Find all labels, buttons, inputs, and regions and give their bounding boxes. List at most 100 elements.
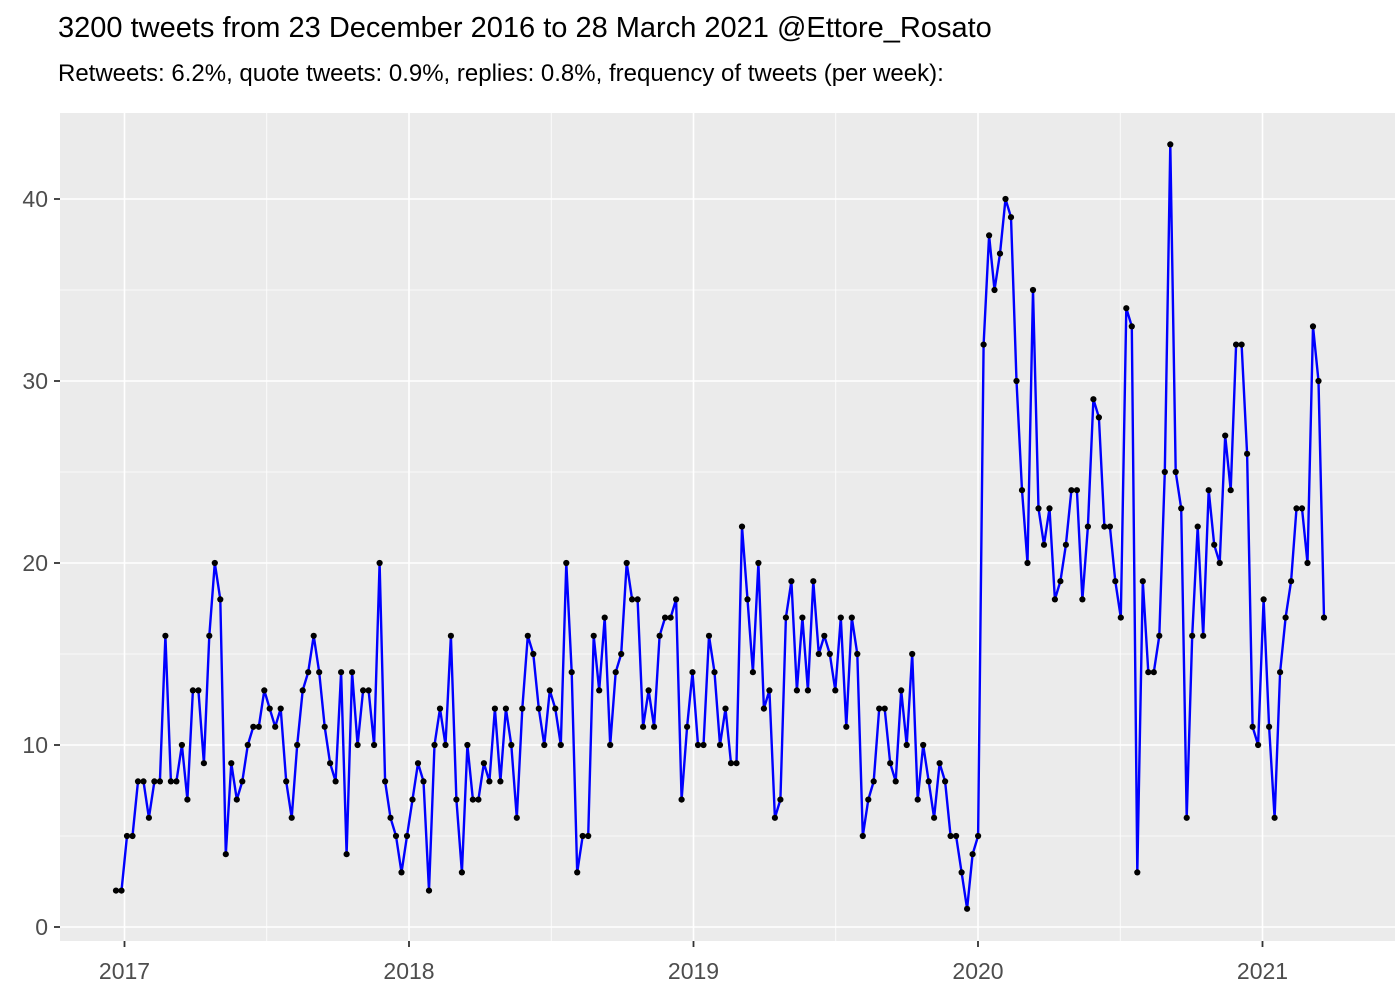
x-axis-label: 2021 <box>1237 958 1288 984</box>
data-point <box>925 778 932 785</box>
data-point <box>612 669 619 676</box>
data-point <box>508 741 515 749</box>
data-point <box>711 669 718 676</box>
data-point <box>936 760 943 767</box>
data-point <box>881 705 888 712</box>
data-point <box>266 705 273 712</box>
data-point <box>749 669 757 676</box>
data-point <box>788 578 795 585</box>
data-point <box>343 851 350 858</box>
data-point <box>123 832 131 840</box>
data-point <box>1260 596 1267 603</box>
data-point <box>601 614 608 621</box>
y-axis-label: 30 <box>22 368 48 394</box>
data-point <box>387 814 394 821</box>
data-point <box>1150 669 1157 676</box>
data-point <box>1200 632 1207 639</box>
data-point <box>942 778 949 785</box>
data-point <box>1024 559 1031 567</box>
data-point <box>876 705 883 712</box>
x-axis-label: 2017 <box>99 958 150 984</box>
data-point <box>1117 614 1124 621</box>
data-point <box>975 832 982 840</box>
data-point <box>1244 450 1251 457</box>
data-point <box>354 741 361 749</box>
data-point <box>233 796 240 803</box>
data-point <box>1029 286 1037 294</box>
data-point <box>283 778 290 785</box>
data-point <box>793 687 801 694</box>
data-point <box>843 723 850 730</box>
data-point <box>392 832 400 840</box>
data-point <box>184 796 191 803</box>
data-point <box>1172 468 1179 476</box>
data-point <box>376 559 383 567</box>
data-point <box>1040 541 1048 548</box>
data-point <box>420 778 427 785</box>
data-point <box>546 687 553 694</box>
data-point <box>568 669 575 676</box>
data-point <box>541 741 548 749</box>
data-point <box>530 650 537 658</box>
data-point <box>991 286 998 294</box>
data-point <box>1068 487 1075 494</box>
data-point <box>673 596 680 603</box>
data-point <box>1112 578 1119 585</box>
data-point <box>200 760 207 767</box>
data-point <box>826 650 833 658</box>
data-point <box>1035 505 1042 512</box>
x-axis-label: 2019 <box>668 958 719 984</box>
data-point <box>524 632 531 639</box>
data-point <box>920 741 927 749</box>
data-point <box>596 687 603 694</box>
data-point <box>436 705 444 712</box>
data-point <box>1084 523 1091 530</box>
data-point <box>1178 505 1185 512</box>
x-axis-label: 2018 <box>383 958 434 984</box>
data-point <box>678 796 685 803</box>
data-point <box>480 760 487 767</box>
data-point <box>442 741 449 749</box>
data-point <box>277 705 284 712</box>
data-point <box>316 669 323 676</box>
data-point <box>640 723 647 730</box>
data-point <box>689 669 696 676</box>
data-point <box>1139 578 1146 585</box>
data-point <box>903 741 910 749</box>
data-point <box>980 341 987 348</box>
data-point <box>497 778 504 785</box>
data-point <box>618 650 625 658</box>
data-point <box>1309 323 1317 330</box>
data-point <box>475 796 482 803</box>
data-point <box>1189 632 1196 639</box>
chart-subtitle: Retweets: 6.2%, quote tweets: 0.9%, repl… <box>58 60 944 87</box>
data-point <box>656 632 663 639</box>
data-point <box>327 760 334 767</box>
data-point <box>398 869 405 876</box>
data-point <box>629 596 636 603</box>
data-point <box>513 814 520 821</box>
data-point <box>502 705 509 712</box>
data-point <box>1288 578 1295 585</box>
data-point <box>403 832 411 840</box>
data-point <box>1315 377 1322 385</box>
data-point <box>744 596 751 603</box>
data-point <box>1293 505 1300 512</box>
data-point <box>469 796 476 803</box>
chart-title: 3200 tweets from 23 December 2016 to 28 … <box>58 12 992 44</box>
data-point <box>986 232 993 239</box>
data-point <box>244 741 251 749</box>
data-point <box>1057 578 1064 585</box>
data-point <box>694 741 702 749</box>
data-point <box>667 614 674 621</box>
data-point <box>535 705 542 712</box>
data-point <box>1238 341 1245 348</box>
data-point <box>1062 541 1069 548</box>
data-point <box>321 723 328 730</box>
data-point <box>1298 505 1306 512</box>
data-point <box>134 778 142 785</box>
data-point <box>1266 723 1273 730</box>
data-point <box>195 687 202 694</box>
data-point <box>228 760 235 767</box>
